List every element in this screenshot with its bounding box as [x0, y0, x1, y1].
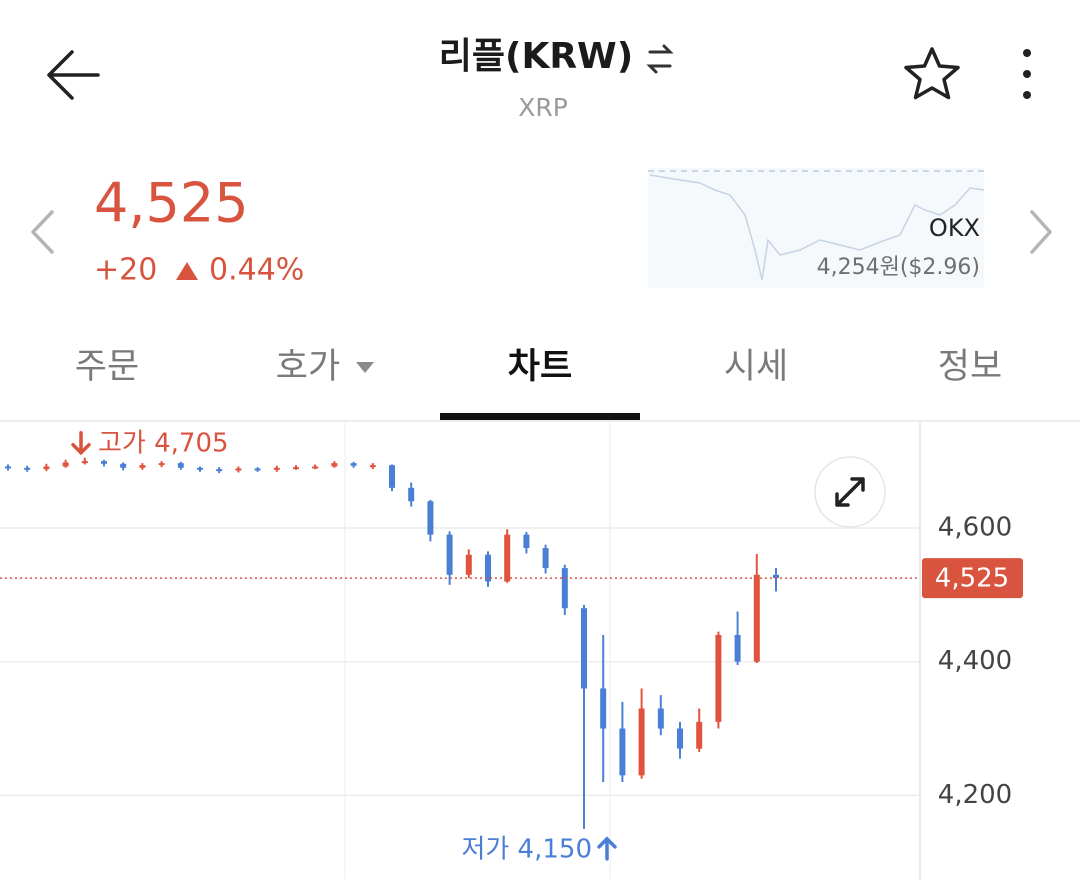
- candle-body: [293, 467, 299, 470]
- y-tick-label: 4,200: [938, 780, 1012, 810]
- candle-body: [446, 534, 453, 575]
- candle-body: [81, 461, 88, 464]
- candle-body: [5, 466, 11, 469]
- swap-icon[interactable]: [646, 44, 674, 74]
- candle-body: [465, 554, 472, 575]
- candle-body: [523, 534, 530, 549]
- candle-body: [753, 574, 760, 662]
- candle-body: [657, 708, 664, 729]
- expand-button[interactable]: [814, 456, 886, 528]
- y-tick-label: 4,600: [938, 512, 1012, 542]
- y-tick-label: 4,400: [938, 646, 1012, 676]
- candle-body: [235, 468, 242, 471]
- high-label: 고가 4,705: [98, 428, 229, 458]
- subtitle: XRP: [518, 93, 568, 122]
- tab[interactable]: 호가: [276, 347, 340, 387]
- candle-body: [408, 487, 415, 502]
- next-arrow[interactable]: [1030, 210, 1052, 254]
- favorite-star[interactable]: [904, 47, 960, 100]
- candle-body: [312, 466, 319, 469]
- candle-body: [177, 463, 184, 468]
- candle-body: [600, 688, 607, 729]
- prev-arrow[interactable]: [31, 210, 54, 254]
- current-price-tag: [922, 558, 1023, 599]
- candle-body: [696, 721, 703, 749]
- low-arrow: [597, 836, 617, 861]
- tab[interactable]: 시세: [724, 347, 788, 387]
- candle-body: [773, 574, 779, 579]
- mini-chart: [648, 168, 985, 288]
- candle-chart: 4,600 4,400 4,200 4,525 고가 4,705 저가 4,150: [0, 428, 1023, 864]
- candle-body: [43, 466, 50, 470]
- candle-body: [504, 534, 511, 582]
- change-rate: 0.44%: [209, 253, 304, 288]
- candle-body: [331, 463, 338, 467]
- current-price-label: 4,525: [935, 564, 1009, 594]
- low-label: 저가 4,150: [461, 834, 592, 864]
- candle-body: [197, 467, 203, 470]
- candle-body: [24, 467, 31, 470]
- candle-body: [158, 463, 165, 466]
- tab-active[interactable]: 차트: [508, 347, 572, 387]
- price: 4,525: [94, 172, 249, 235]
- candle-body: [120, 463, 127, 468]
- candle-body: [734, 634, 741, 662]
- more-menu[interactable]: [1023, 49, 1031, 99]
- candle-body: [581, 608, 587, 689]
- candle-body: [101, 461, 107, 464]
- candle-body: [273, 467, 280, 470]
- candle-body: [350, 463, 357, 466]
- candle-body: [715, 634, 722, 722]
- candle-body: [619, 728, 626, 776]
- title: 리플(KRW): [439, 36, 633, 77]
- candle-body: [62, 462, 69, 467]
- up-triangle: [176, 262, 198, 280]
- candle-body: [139, 465, 146, 468]
- price-change: +20: [94, 253, 157, 288]
- candle-body: [254, 468, 261, 471]
- back-button[interactable]: [47, 50, 100, 100]
- exchange-price: 4,254원($2.96): [817, 255, 980, 280]
- candle-body: [369, 465, 376, 468]
- candle-body: [542, 548, 549, 569]
- candle-body: [389, 465, 395, 488]
- high-arrow: [71, 431, 91, 456]
- candle-body: [427, 501, 434, 535]
- candle-body: [561, 568, 568, 609]
- exchange-name: OKX: [929, 214, 980, 242]
- tab-dropdown: [356, 362, 374, 373]
- tab-indicator: [440, 413, 640, 420]
- candle-body: [677, 728, 683, 749]
- tab[interactable]: 주문: [75, 347, 139, 387]
- tab[interactable]: 정보: [938, 347, 1002, 387]
- candle-body: [485, 554, 491, 582]
- candle-body: [638, 708, 645, 776]
- candle-body: [216, 469, 223, 472]
